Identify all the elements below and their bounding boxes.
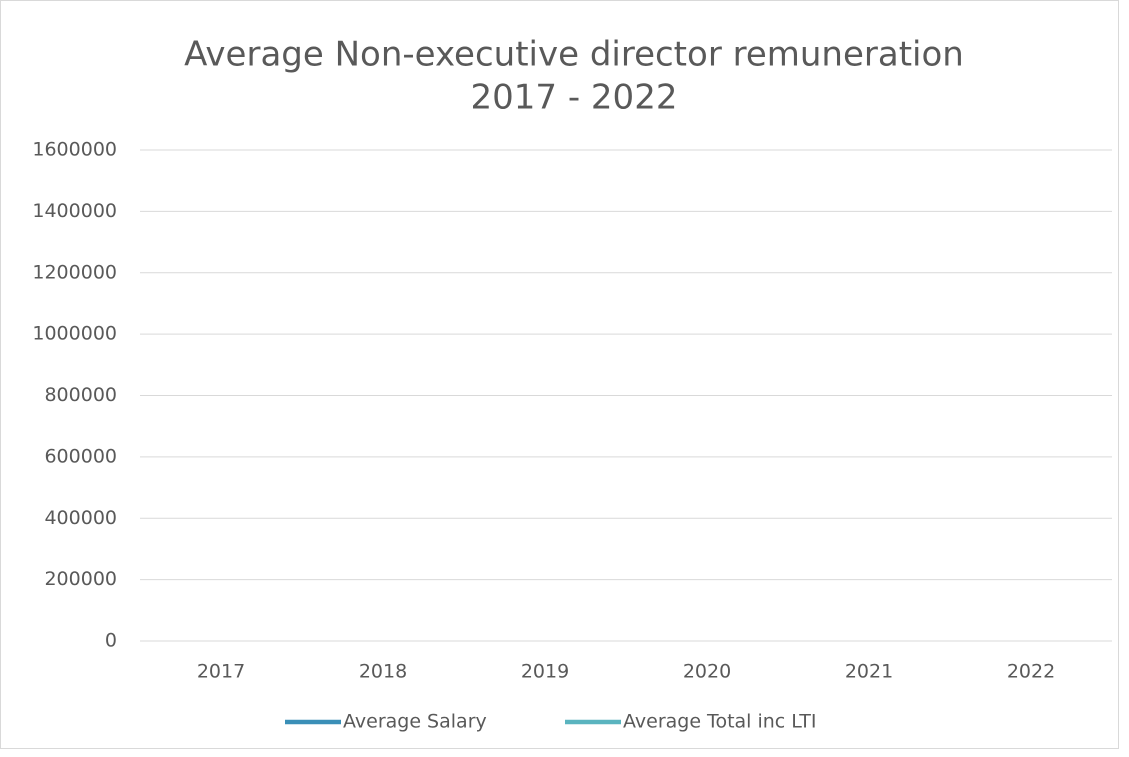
chart-title: 2017 - 2022 <box>471 78 678 118</box>
y-tick-label: 1000000 <box>32 323 117 345</box>
x-tick-label: 2019 <box>521 661 569 683</box>
y-tick-label: 400000 <box>44 507 117 529</box>
x-tick-label: 2018 <box>359 661 407 683</box>
y-tick-label: 1200000 <box>32 261 117 283</box>
y-tick-label: 1600000 <box>32 139 117 161</box>
legend-label: Average Total inc LTI <box>623 711 816 733</box>
y-tick-label: 600000 <box>44 445 117 467</box>
y-tick-label: 1400000 <box>32 200 117 222</box>
y-tick-label: 800000 <box>44 384 117 406</box>
legend-label: Average Salary <box>343 711 487 733</box>
x-tick-label: 2021 <box>845 661 893 683</box>
x-tick-label: 2022 <box>1007 661 1055 683</box>
y-tick-label: 200000 <box>44 568 117 590</box>
x-tick-label: 2017 <box>197 661 245 683</box>
y-tick-label: 0 <box>105 630 117 652</box>
chart-title: Average Non-executive director remunerat… <box>184 35 964 75</box>
x-tick-label: 2020 <box>683 661 731 683</box>
